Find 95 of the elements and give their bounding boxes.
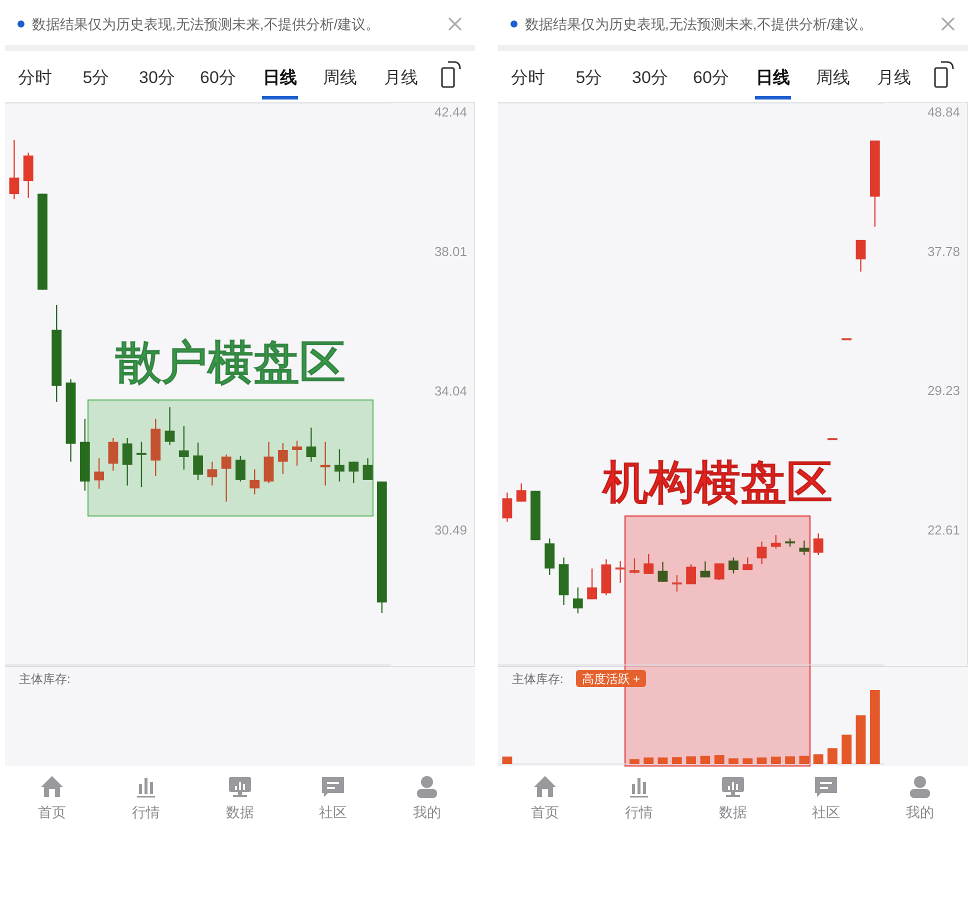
candlestick: [516, 482, 526, 502]
text: 行情: [132, 804, 160, 820]
text: 高度活跃 +: [582, 672, 640, 686]
text: 5分: [82, 68, 110, 87]
candlestick: [178, 426, 189, 470]
text: 30分: [139, 68, 175, 87]
candlestick: [700, 560, 710, 578]
bar: [658, 757, 668, 764]
bar: [742, 758, 753, 764]
candlestick: [207, 461, 218, 486]
text: 社区: [319, 804, 347, 820]
text: 周线: [323, 68, 357, 87]
chart-title: 主体库存:: [512, 672, 564, 686]
bar: [756, 757, 767, 764]
candlestick: [587, 568, 597, 600]
candlestick: [714, 562, 724, 581]
candlestick: [630, 558, 640, 574]
bar: [870, 690, 880, 764]
text: 行情: [625, 804, 653, 820]
annotation: 散户横盘区: [114, 336, 346, 388]
bar: [644, 757, 654, 764]
bar: [813, 754, 824, 764]
y-tick-label: 37.78: [927, 244, 960, 259]
bar: [672, 757, 682, 764]
y-tick-label: 42.44: [434, 104, 467, 120]
candlestick: [856, 239, 866, 272]
text: 日线: [756, 68, 790, 87]
text: 数据结果仅为历史表现,无法预测未来,不提供分析/建议。: [525, 16, 873, 32]
candlestick: [362, 458, 373, 481]
candlestick: [334, 448, 344, 482]
bar: [856, 715, 866, 764]
text: 首页: [531, 804, 559, 820]
candlestick: [770, 534, 781, 550]
text: 60分: [200, 68, 236, 87]
text: 周线: [816, 68, 850, 87]
text: 主体库存:: [19, 672, 70, 686]
text: 分时: [18, 68, 52, 87]
bar: [785, 756, 795, 764]
candlestick: [292, 440, 302, 466]
text: 我的: [906, 804, 934, 820]
y-tick-label: 48.84: [927, 104, 960, 120]
y-tick-label: 30.49: [434, 522, 467, 538]
y-tick-label: 22.61: [927, 522, 960, 538]
bar: [770, 756, 781, 764]
candlestick: [136, 441, 146, 488]
text: 月线: [384, 68, 418, 87]
candlestick: [658, 561, 668, 582]
candlestick: [278, 442, 288, 475]
candlestick: [799, 540, 810, 556]
candlestick: [236, 455, 246, 482]
text: 数据结果仅为历史表现,无法预测未来,不提供分析/建议。: [32, 16, 380, 32]
text: 首页: [38, 804, 66, 820]
candlestick: [742, 556, 753, 571]
y-tick-label: 34.04: [434, 383, 467, 398]
bar: [799, 756, 810, 764]
bar: [714, 755, 724, 764]
candlestick: [221, 454, 232, 502]
candlestick: [813, 532, 824, 556]
bar: [700, 756, 710, 764]
y-tick-label: 38.01: [434, 244, 467, 259]
candlestick: [672, 574, 682, 592]
text: 数据: [226, 804, 254, 820]
candlestick: [572, 586, 583, 614]
bar: [630, 759, 640, 764]
text: 5分: [576, 68, 602, 87]
candlestick: [644, 553, 654, 575]
text: 社区: [812, 804, 840, 820]
candlestick: [686, 564, 696, 585]
bar: [842, 734, 852, 764]
bar: [502, 756, 512, 764]
candlestick: [615, 560, 626, 584]
text: 分时: [511, 68, 545, 87]
y-tick-label: 29.23: [927, 383, 960, 398]
bar: [728, 758, 738, 764]
candlestick: [756, 541, 767, 565]
text: 日线: [263, 68, 297, 87]
candlestick: [94, 458, 104, 490]
annotation: 机构横盘区: [600, 456, 832, 508]
candlestick: [348, 461, 359, 484]
candlestick: [502, 492, 512, 522]
candlestick: [9, 139, 20, 200]
bar: [686, 756, 696, 764]
candlestick: [250, 468, 260, 495]
text: 30分: [632, 68, 668, 87]
text: 60分: [693, 68, 729, 87]
candlestick: [122, 437, 132, 486]
bar: [828, 748, 838, 764]
candlestick: [164, 406, 175, 446]
candlestick: [306, 427, 316, 462]
candlestick: [728, 556, 738, 574]
text: 我的: [413, 804, 441, 820]
text: 月线: [877, 68, 911, 87]
candlestick: [108, 437, 118, 472]
candlestick: [193, 442, 203, 481]
text: 数据: [719, 804, 747, 820]
